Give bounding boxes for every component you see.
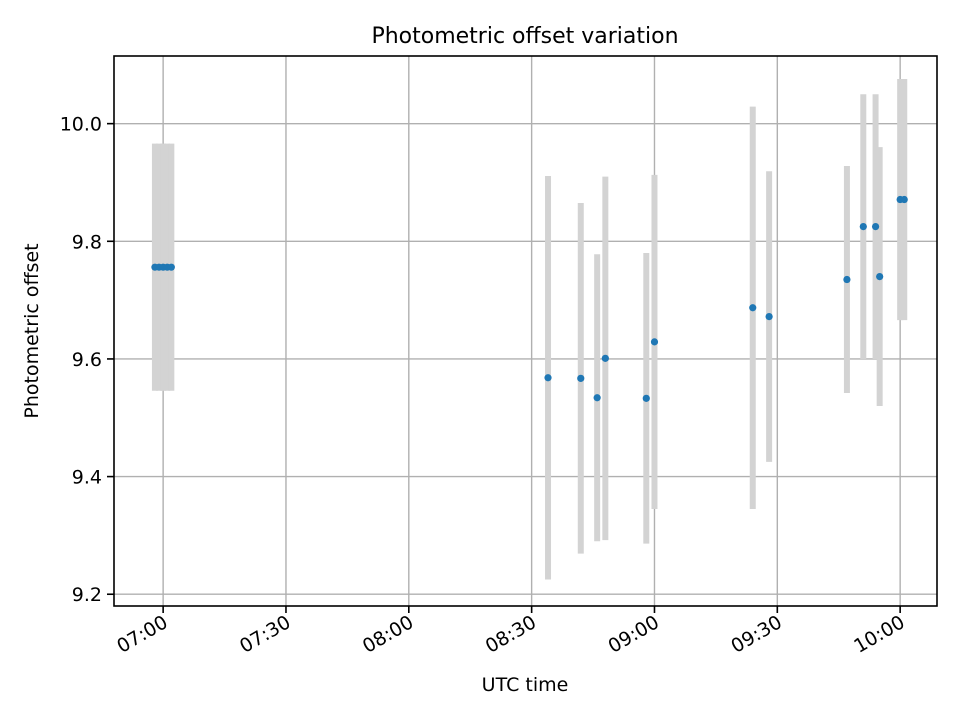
- plot-frame: [113, 55, 938, 607]
- data-point: [859, 222, 867, 231]
- x-axis-label: UTC time: [482, 674, 569, 696]
- data-point: [749, 304, 757, 312]
- error-bars: [151, 78, 908, 580]
- data-point: [765, 312, 773, 321]
- data-point: [167, 263, 175, 271]
- y-axis-label: Photometric offset: [21, 243, 43, 418]
- y-tick-label: 9.2: [72, 584, 102, 606]
- data-point: [871, 222, 880, 231]
- data-point: [593, 394, 601, 402]
- x-tick-label: 09:00: [605, 611, 663, 657]
- y-tick-label: 9.4: [72, 467, 102, 489]
- data-points: [151, 195, 908, 402]
- chart-title: Photometric offset variation: [371, 24, 678, 49]
- grid: [114, 56, 937, 606]
- data-point: [577, 374, 585, 382]
- y-tick-label: 9.6: [72, 349, 102, 371]
- data-point: [544, 374, 552, 382]
- x-tick-label: 10:00: [850, 611, 908, 657]
- x-tick-label: 09:30: [727, 611, 785, 657]
- data-point: [601, 354, 609, 362]
- axis-ticks: 9.2 9.4 9.6 9.8 10.0 07:00 07:30 08:00 08:30 09:0…: [60, 114, 909, 658]
- y-tick-label: 9.8: [72, 231, 102, 253]
- x-tick-label: 08:30: [482, 611, 540, 657]
- x-tick-label: 07:00: [113, 611, 171, 657]
- data-point: [642, 394, 650, 402]
- x-tick-label: 07:30: [236, 611, 294, 657]
- data-point: [650, 338, 659, 346]
- y-tick-label: 10.0: [60, 114, 102, 136]
- data-point: [900, 195, 908, 204]
- x-tick-label: 08:00: [359, 611, 417, 657]
- data-point: [843, 275, 851, 284]
- data-point: [876, 272, 884, 281]
